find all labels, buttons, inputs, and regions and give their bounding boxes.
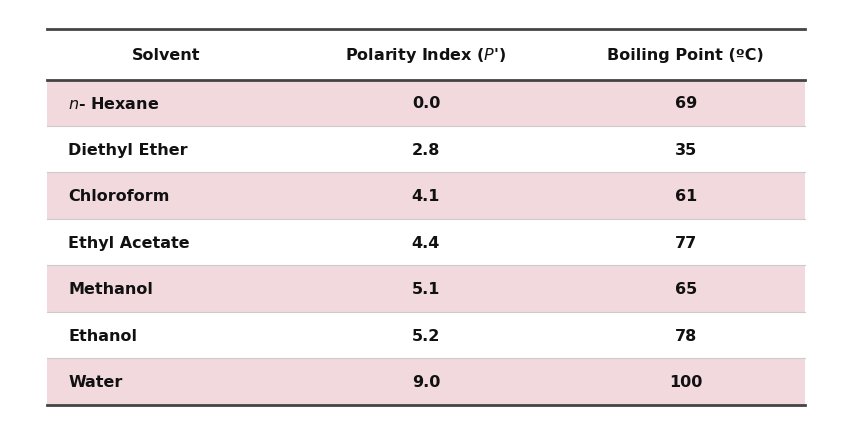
Text: 5.2: 5.2 xyxy=(412,328,440,343)
Text: $\mathit{n}$- Hexane: $\mathit{n}$- Hexane xyxy=(68,95,159,112)
Text: 35: 35 xyxy=(675,142,697,157)
Text: Chloroform: Chloroform xyxy=(68,189,170,204)
Text: 65: 65 xyxy=(675,282,697,296)
Text: Ethanol: Ethanol xyxy=(68,328,137,343)
Text: 4.4: 4.4 xyxy=(412,235,440,250)
Text: Polarity Index ($\mathit{P}$'): Polarity Index ($\mathit{P}$') xyxy=(345,46,507,65)
Text: Diethyl Ether: Diethyl Ether xyxy=(68,142,187,157)
Text: Methanol: Methanol xyxy=(68,282,153,296)
Text: Water: Water xyxy=(68,374,123,389)
Text: 78: 78 xyxy=(675,328,697,343)
Text: 100: 100 xyxy=(669,374,702,389)
Text: Boiling Point (ºC): Boiling Point (ºC) xyxy=(607,48,764,63)
Text: Solvent: Solvent xyxy=(132,48,200,63)
Text: 2.8: 2.8 xyxy=(412,142,440,157)
Text: 61: 61 xyxy=(675,189,697,204)
Text: 5.1: 5.1 xyxy=(412,282,440,296)
Text: 69: 69 xyxy=(675,96,697,111)
Text: 77: 77 xyxy=(675,235,697,250)
Text: 9.0: 9.0 xyxy=(412,374,440,389)
Text: 0.0: 0.0 xyxy=(412,96,440,111)
Text: 4.1: 4.1 xyxy=(412,189,440,204)
Text: Ethyl Acetate: Ethyl Acetate xyxy=(68,235,190,250)
